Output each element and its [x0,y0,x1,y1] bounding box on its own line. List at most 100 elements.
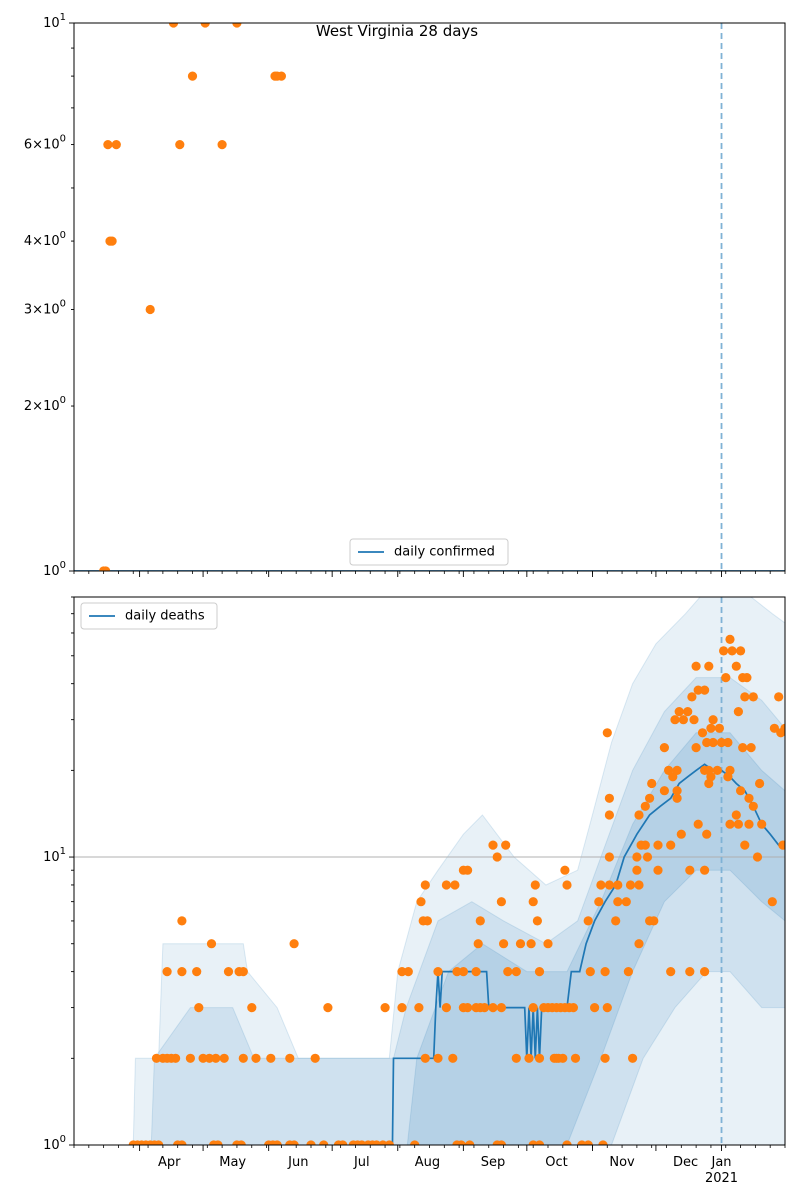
data-point [526,939,536,949]
data-point [727,646,737,656]
data-point [272,1140,282,1145]
data-point [755,778,765,789]
data-point [740,692,750,702]
data-point [640,801,650,811]
y-tick-label: 101 [43,12,66,31]
data-point [452,967,462,977]
data-point [177,967,187,977]
data-point [604,810,615,820]
data-point [623,967,634,977]
data-point [594,897,604,907]
data-point [590,1003,600,1013]
data-point [676,829,686,839]
data-point [659,786,670,796]
data-point [151,1053,162,1063]
data-point [744,793,754,803]
data-point [604,880,615,890]
data-point [674,707,684,717]
data-point [687,692,697,702]
data-point [534,1053,545,1063]
data-point [219,1053,229,1063]
data-point [511,1053,521,1063]
legend-box [80,602,218,630]
data-point [748,692,758,702]
data-point [670,715,680,725]
data-point [780,723,785,733]
data-point [604,852,615,862]
data-point [528,897,538,907]
data-point [600,967,610,977]
data-point [634,939,644,949]
data-point [103,140,113,150]
data-point [416,897,426,907]
data-point [706,723,716,733]
data-point [700,967,710,977]
x-tick-label: Jan [710,1155,731,1170]
data-point [774,692,784,702]
data-point [714,723,725,733]
legend-box [349,538,509,566]
y-tick-label: 101 [43,846,66,865]
data-point [683,707,693,717]
x-tick-label: Nov [609,1155,635,1170]
data-point [704,661,714,671]
data-point [746,743,756,753]
data-point [198,1053,208,1063]
data-point [725,819,735,829]
data-point [611,916,621,926]
data-point [702,737,712,748]
data-point [736,786,746,796]
data-point [422,916,432,926]
data-point [642,852,653,862]
deaths-chart: 100 101 Apr May Jun Jul Aug Sep Oct Nov Dec Jan2021… [43,596,786,1186]
data-point [319,1140,329,1145]
data-point [206,939,217,949]
data-point [738,743,748,753]
data-point [384,1140,394,1145]
data-point [101,566,111,571]
data-point [560,865,570,875]
data-point [238,967,248,977]
data-point [310,1053,320,1063]
data-point [645,793,655,803]
data-point [194,1003,204,1013]
data-point [632,865,642,875]
data-point [204,1053,214,1063]
data-point [465,1140,475,1145]
data-point [585,967,595,977]
data-point [543,939,553,949]
confirmed-chart: 100 2×100 3×100 4×100 6×100 101 West Virginia … [24,12,786,579]
data-point [501,840,511,850]
data-point [217,140,227,150]
y-tick-label: 4×100 [24,230,66,249]
data-point [719,646,729,656]
x-tick-label: Sep [481,1155,506,1170]
data-point [725,765,735,776]
data-point [185,1053,195,1063]
data-point [238,1053,248,1063]
data-point [562,880,572,890]
data-point [192,967,202,977]
data-point [433,1053,443,1063]
data-point [598,1140,608,1145]
x-tick-label: May [219,1155,246,1170]
data-point [145,304,155,315]
data-point [496,897,506,907]
data-point [479,1003,490,1013]
data-point [496,1140,506,1145]
data-point [600,1053,610,1063]
x-tick-label: Aug [415,1155,440,1170]
data-point [524,1053,534,1063]
data-point [187,71,198,81]
data-point [649,916,659,926]
plot-area [74,23,785,571]
data-point [448,1053,458,1063]
data-point [558,1053,568,1063]
data-point [723,737,733,748]
data-point [640,840,650,850]
data-point [511,967,521,977]
confidence-band-middle [150,677,785,1145]
data-point [338,1140,348,1145]
data-point [672,786,682,796]
